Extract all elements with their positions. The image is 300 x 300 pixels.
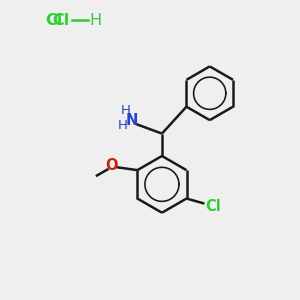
Text: N: N (126, 113, 138, 128)
Text: H: H (117, 119, 127, 132)
Text: H: H (90, 13, 102, 28)
Text: Cl: Cl (206, 200, 221, 214)
Text: H: H (120, 104, 130, 117)
Text: Cl: Cl (52, 13, 69, 28)
Text: O: O (106, 158, 118, 173)
Text: Cl: Cl (45, 13, 62, 28)
